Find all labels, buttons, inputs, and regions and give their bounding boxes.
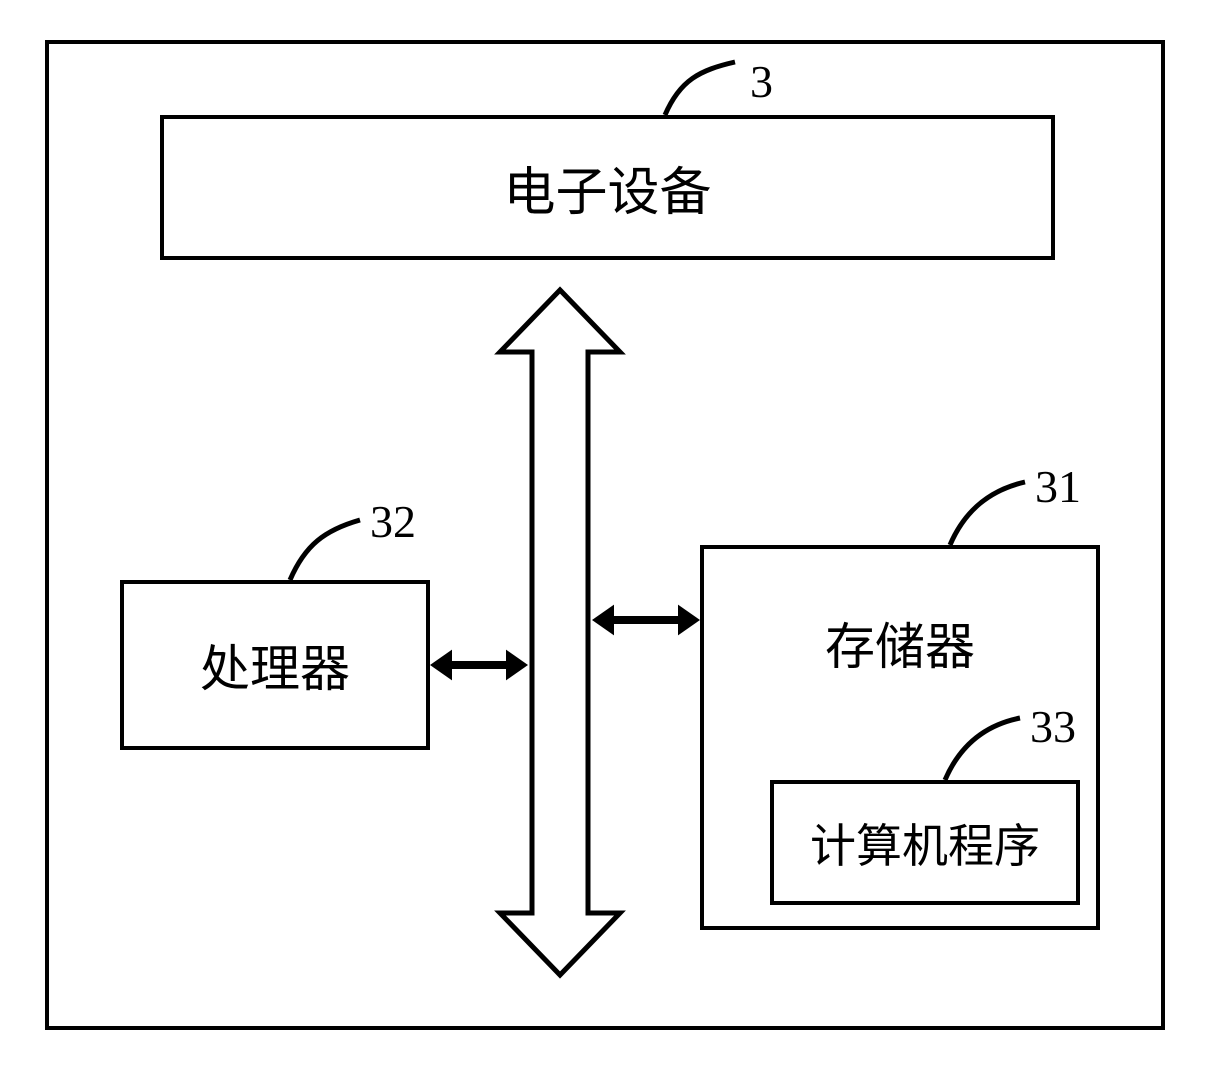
diagram-canvas: 电子设备 3 处理器 32 存储器 31 计算机程序 33: [0, 0, 1214, 1071]
connector-bus-memory: [0, 0, 1214, 1071]
